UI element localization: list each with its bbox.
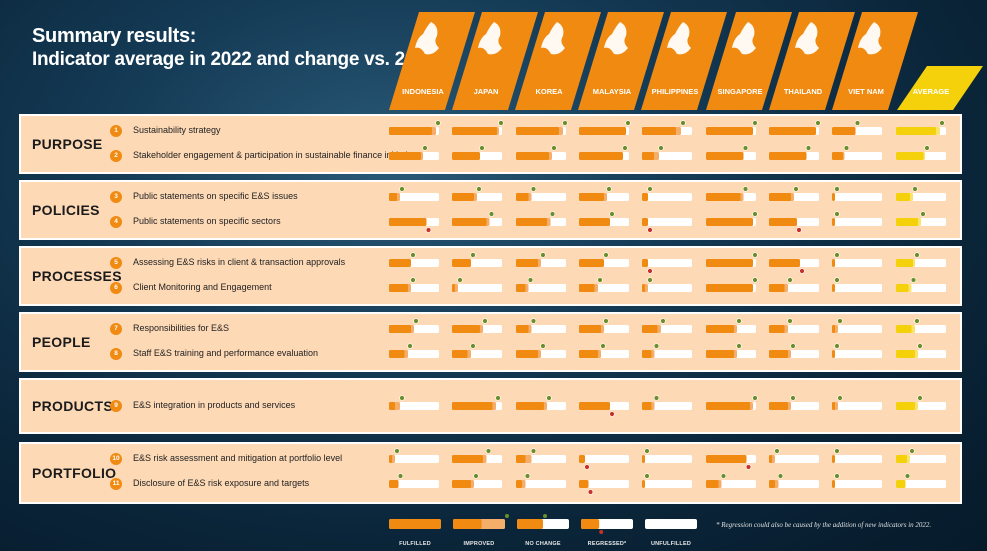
column-header-shape [452,12,538,110]
country-map-icon [667,22,691,55]
country-map-icon [795,22,819,55]
section-purpose: PURPOSE [19,114,962,174]
swatch-fulfilled [517,519,543,529]
column-header-shape [897,66,983,110]
indicator-label: Stakeholder engagement & participation i… [133,150,422,160]
indicator-label: Public statements on specific E&S issues [133,191,298,201]
column-header-thailand: THAILAND [769,12,855,110]
swatch-bg [581,519,633,529]
section-label: PRODUCTS [32,398,113,414]
column-header-label: JAPAN [474,87,499,96]
column-header-shape [769,12,855,110]
column-header-label: MALAYSIA [593,87,632,96]
swatch-bg [389,519,441,529]
section-portfolio: PORTFOLIO [19,442,962,504]
column-header-shape [832,12,918,110]
indicator-label: Client Monitoring and Engagement [133,282,272,292]
swatch-bg [453,519,505,529]
country-map-icon [541,22,565,55]
column-header-label: INDONESIA [402,87,444,96]
indicator-number: 4 [110,216,122,228]
column-header-label: THAILAND [784,87,823,96]
indicator-number: 10 [110,453,122,465]
indicator-number: 6 [110,282,122,294]
country-map-icon [478,22,502,55]
column-header-korea: KOREA [515,12,601,110]
column-header-label: VIET NAM [848,87,884,96]
indicator-label: E&S integration in products and services [133,400,296,410]
column-header-shape [515,12,601,110]
indicator-label: Assessing E&S risks in client & transact… [133,257,346,267]
column-header-label: AVERAGE [913,87,950,96]
indicator-label: Public statements on specific sectors [133,216,281,226]
indicator-number: 5 [110,257,122,269]
indicator-number: 11 [110,478,122,490]
indicator-label: Staff E&S training and performance evalu… [133,348,318,358]
column-header-shape [578,12,664,110]
indicator-number: 1 [110,125,122,137]
swatch-bg [645,519,697,529]
indicator-label: Responsibilities for E&S [133,323,230,333]
legend-swatch-fulfilled [389,519,441,529]
column-header-shape [389,12,475,110]
section-label: POLICIES [32,202,100,218]
indicator-number: 9 [110,400,122,412]
section-label: PROCESSES [32,268,122,284]
legend-label-improved: IMPROVED [463,541,495,547]
column-header-average: AVERAGE [897,66,983,110]
column-header-label: KOREA [535,87,563,96]
page-title: Summary results: Indicator average in 20… [32,24,436,72]
column-header-shape [706,12,792,110]
column-header-philippines: PHILIPPINES [641,12,727,110]
legend-label-unfulfilled: UNFULFILLED [650,541,692,547]
swatch-marker [543,514,547,518]
indicator-label: E&S risk assessment and mitigation at po… [133,453,343,463]
legend-swatch-no-change [517,514,569,529]
section-policies: POLICIES [19,180,962,240]
section-label: PORTFOLIO [32,465,117,481]
legend-swatch-regressed [581,519,633,534]
column-header-label: PHILIPPINES [652,87,699,96]
indicator-number: 8 [110,348,122,360]
country-map-icon [604,22,628,55]
swatch-bg [517,519,569,529]
column-headers: INDONESIA JAPAN KOREA MALAYSIA PHILIPPINES SI… [389,12,983,110]
indicator-label: Disclosure of E&S risk exposure and targ… [133,478,310,488]
legend-label-no-change: NO CHANGE [525,541,561,547]
section-label: PEOPLE [32,334,91,350]
column-header-indonesia: INDONESIA [389,12,475,110]
country-map-icon [858,22,882,55]
swatch-marker [599,530,604,534]
legend-label-fulfilled: FULFILLED [399,541,431,547]
legend-swatch-improved [453,514,509,529]
swatch-fulfilled [581,519,600,529]
section-processes: PROCESSES [19,246,962,306]
swatch-fulfilled [389,519,441,529]
indicator-number: 7 [110,323,122,335]
indicator-number: 2 [110,150,122,162]
section-people: PEOPLE [19,312,962,372]
legend-swatches [389,514,697,534]
section-label: PURPOSE [32,136,103,152]
footnote: * Regression could also be caused by the… [716,521,932,529]
country-map-icon [732,22,756,55]
column-header-japan: JAPAN [452,12,538,110]
country-map-icon [415,22,439,55]
swatch-marker [505,514,509,518]
legend-label-regressed: REGRESSED* [587,541,627,547]
column-header-label: SINGAPORE [717,87,762,96]
legend-swatch-unfulfilled [645,519,697,529]
swatch-fulfilled [453,519,482,529]
swatch-improved [453,519,505,529]
title-line-2: Indicator average in 2022 and change vs.… [32,49,436,70]
indicator-number: 3 [110,191,122,203]
indicator-label: Sustainability strategy [133,125,221,135]
title-line-1: Summary results: [32,25,197,47]
column-header-malaysia: MALAYSIA [578,12,664,110]
column-header-singapore: SINGAPORE [706,12,792,110]
column-header-shape [641,12,727,110]
column-header-viet-nam: VIET NAM [832,12,918,110]
